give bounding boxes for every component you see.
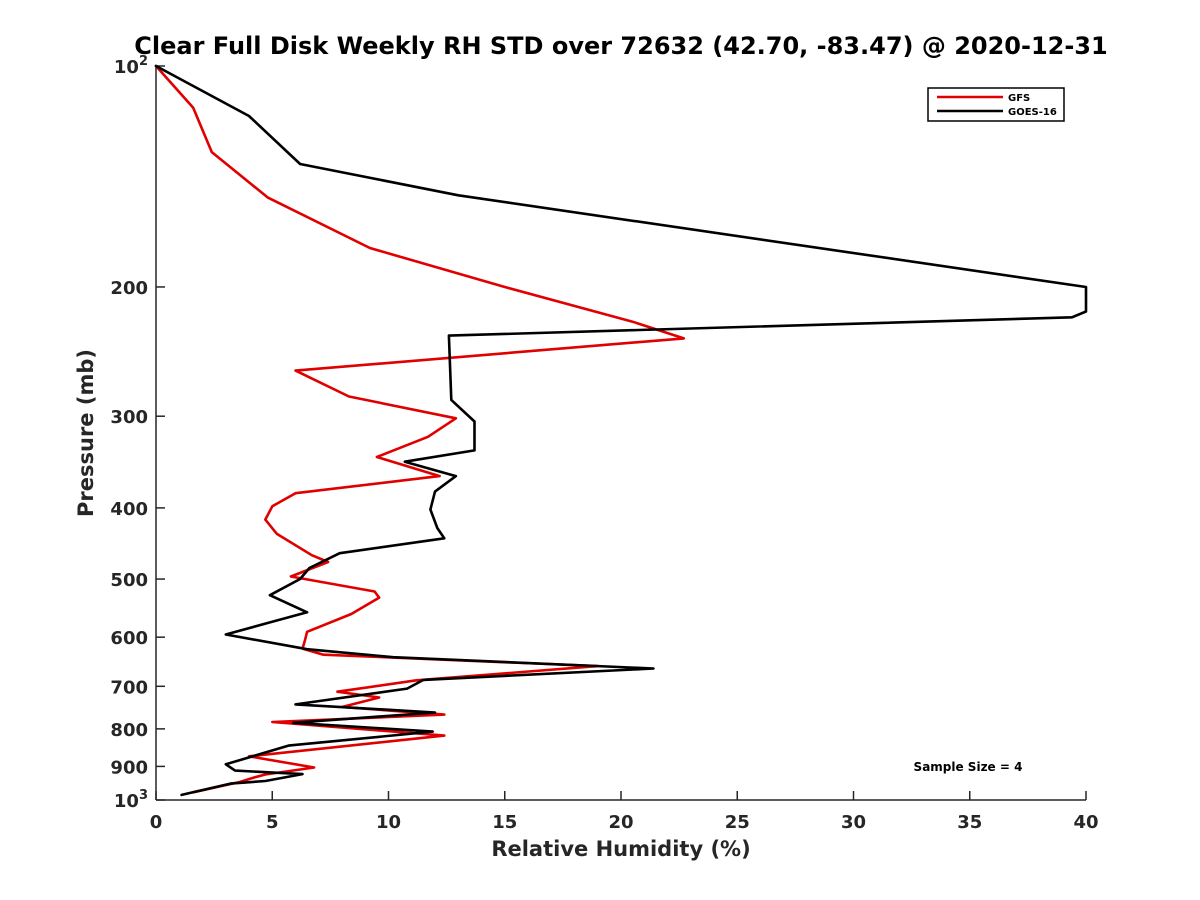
x-tick-label: 20 [608, 812, 633, 833]
series-line-gfs [154, 64, 686, 794]
y-tick-label: 700 [110, 677, 148, 698]
legend-label-gfs: GFS [1008, 93, 1030, 104]
legend: GFS GOES-16 [927, 87, 1065, 122]
series-line-goes-16 [154, 64, 1088, 797]
y-axis-label: Pressure (mb) [74, 349, 98, 517]
x-tick-label: 0 [150, 812, 163, 833]
x-axis-label: Relative Humidity (%) [491, 837, 750, 861]
axes: 0 5 10 15 20 25 30 35 40 102 200 300 400 500 600 700 800… [110, 54, 1098, 833]
y-tick-label: 200 [110, 278, 148, 299]
x-tick-label: 15 [492, 812, 517, 833]
y-tick-label: 400 [110, 499, 148, 520]
y-tick-label: 300 [110, 407, 148, 428]
y-tick-label: 800 [110, 720, 148, 741]
x-tick-label: 40 [1073, 812, 1098, 833]
x-tick-label: 5 [266, 812, 279, 833]
y-tick-label: 500 [110, 570, 148, 591]
x-tick-label: 35 [957, 812, 982, 833]
legend-label-goes-16: GOES-16 [1008, 107, 1057, 118]
y-tick-label: 102 [114, 54, 148, 78]
legend-box [927, 87, 1065, 122]
sample-size-annotation: Sample Size = 4 [914, 760, 1023, 774]
x-tick-label: 30 [841, 812, 866, 833]
x-tick-label: 25 [725, 812, 750, 833]
x-tick-label: 10 [376, 812, 401, 833]
chart-title: Clear Full Disk Weekly RH STD over 72632… [134, 32, 1107, 60]
series-lines [154, 64, 1088, 797]
y-tick-label: 600 [110, 628, 148, 649]
y-tick-label: 103 [114, 788, 148, 812]
y-tick-label: 900 [110, 757, 148, 778]
